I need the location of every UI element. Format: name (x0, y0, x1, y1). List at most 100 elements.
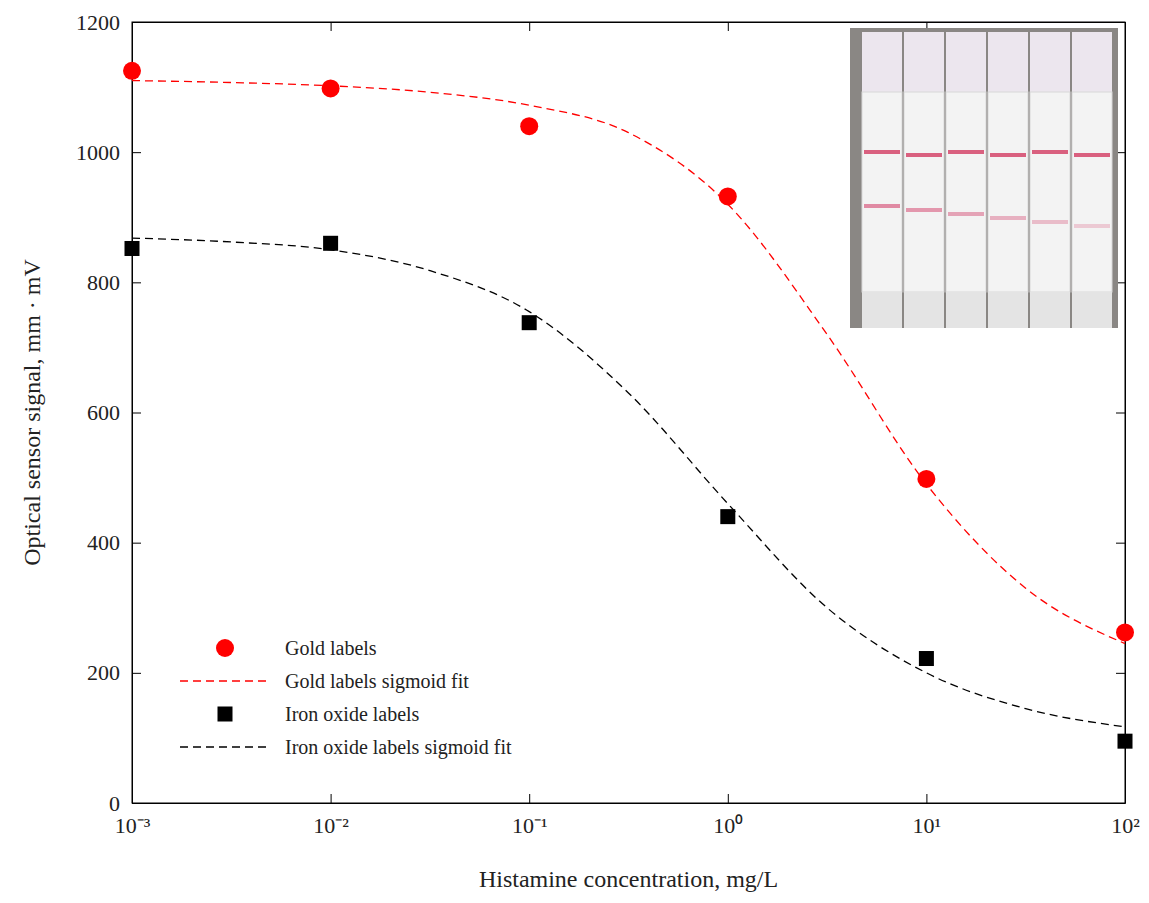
tick-mark (132, 673, 141, 674)
tick: 800 (87, 270, 141, 295)
inset-line (990, 153, 1026, 157)
tick (331, 22, 332, 31)
y-axis: 0 200 400 600 800 1000 1200 (76, 10, 141, 816)
data-point (720, 509, 735, 524)
tick-mark (728, 22, 729, 31)
x-axis-title: Histamine concentration, mg/L (479, 866, 778, 892)
inset-line (990, 216, 1026, 220)
data-point (323, 236, 338, 251)
tick (1116, 413, 1125, 414)
fit-line (132, 81, 1125, 644)
inset-pad (946, 32, 986, 92)
data-point (522, 315, 537, 330)
tick-label: 10⁻² (313, 813, 349, 838)
inset-pad (988, 292, 1028, 328)
inset-strip (946, 92, 986, 292)
tick (1116, 22, 1125, 23)
tick-label: 1000 (76, 140, 120, 165)
tick-label: 10² (1111, 813, 1140, 838)
tick-mark (132, 543, 141, 544)
inset-pad (1072, 32, 1112, 92)
tick-label: 600 (87, 400, 120, 425)
tick-mark (1116, 543, 1125, 544)
axis-line (133, 803, 1126, 804)
plot-frame (132, 22, 1125, 803)
data-point (520, 117, 538, 135)
axis-line (133, 22, 1126, 23)
tick-label: 10¹ (913, 813, 942, 838)
tick-label: 800 (87, 270, 120, 295)
inset-strip (1030, 92, 1070, 292)
tick-label: 1200 (76, 10, 120, 35)
inset-pad (988, 32, 1028, 92)
tick-mark (132, 413, 141, 414)
legend: Gold labels Gold labels sigmoid fit Iron o… (180, 637, 512, 759)
tick (728, 22, 729, 31)
data-point (917, 470, 935, 488)
data-point (322, 79, 340, 97)
tick (1116, 543, 1125, 544)
tick-mark (132, 803, 141, 804)
inset-line (1074, 224, 1110, 228)
tick-mark (132, 152, 141, 153)
tick-label: 10⁻³ (115, 813, 151, 838)
inset-line (1032, 220, 1068, 224)
inset-pad (862, 32, 902, 92)
y-axis-title: Optical sensor signal, mm · mV (19, 259, 45, 566)
tick-mark (926, 794, 927, 803)
inset-line (906, 153, 942, 157)
plot-area (123, 62, 1134, 749)
inset-pad (1030, 32, 1070, 92)
tick: 400 (87, 530, 141, 555)
legend-swatch (180, 680, 270, 681)
data-point (123, 62, 141, 80)
tick-label: 400 (87, 530, 120, 555)
legend-label: Gold labels sigmoid fit (285, 670, 469, 693)
tick-mark (529, 794, 530, 803)
tick-label: 10⁰ (713, 813, 743, 838)
inset-strip (904, 92, 944, 292)
inset-line (906, 208, 942, 212)
tick-mark (132, 22, 141, 23)
legend-swatch (180, 746, 270, 747)
tick-label: 0 (109, 791, 120, 816)
inset-line (864, 204, 900, 208)
inset-strip (1072, 92, 1112, 292)
legend-swatch (218, 707, 233, 722)
inset-line (1074, 153, 1110, 157)
x-axis: 10⁻³ 10⁻² 10⁻¹ 10⁰ 10¹ 10² (115, 794, 1141, 838)
tick-mark (1116, 803, 1125, 804)
inset-pad (946, 292, 986, 328)
inset-pad (862, 292, 902, 328)
tick: 10¹ (913, 794, 942, 838)
inset-pad (1030, 292, 1070, 328)
tick-mark (1116, 413, 1125, 414)
data-point (1116, 623, 1134, 641)
axis-line (1125, 23, 1126, 804)
tick: 600 (87, 400, 141, 425)
inset-pad (904, 32, 944, 92)
tick: 0 (109, 791, 141, 816)
tick: 10⁻² (313, 794, 349, 838)
inset-strip (988, 92, 1028, 292)
inset-pad (1072, 292, 1112, 328)
tick: 200 (87, 660, 141, 685)
tick (1116, 673, 1125, 674)
tick-label: 200 (87, 660, 120, 685)
tick: 10⁻¹ (512, 794, 548, 838)
tick-mark (529, 22, 530, 31)
tick: 1200 (76, 10, 141, 35)
inset-strip (862, 92, 902, 292)
legend-item: Iron oxide labels (218, 703, 420, 725)
inset-line (1032, 150, 1068, 154)
inset-pad (904, 292, 944, 328)
inset-photo (850, 28, 1118, 328)
legend-label: Gold labels (285, 637, 377, 659)
data-point (125, 241, 140, 256)
inset-line (948, 150, 984, 154)
legend-item: Gold labels sigmoid fit (180, 670, 469, 693)
legend-label: Iron oxide labels (285, 703, 420, 725)
tick-mark (331, 22, 332, 31)
legend-label: Iron oxide labels sigmoid fit (285, 736, 512, 759)
tick-mark (1116, 22, 1125, 23)
